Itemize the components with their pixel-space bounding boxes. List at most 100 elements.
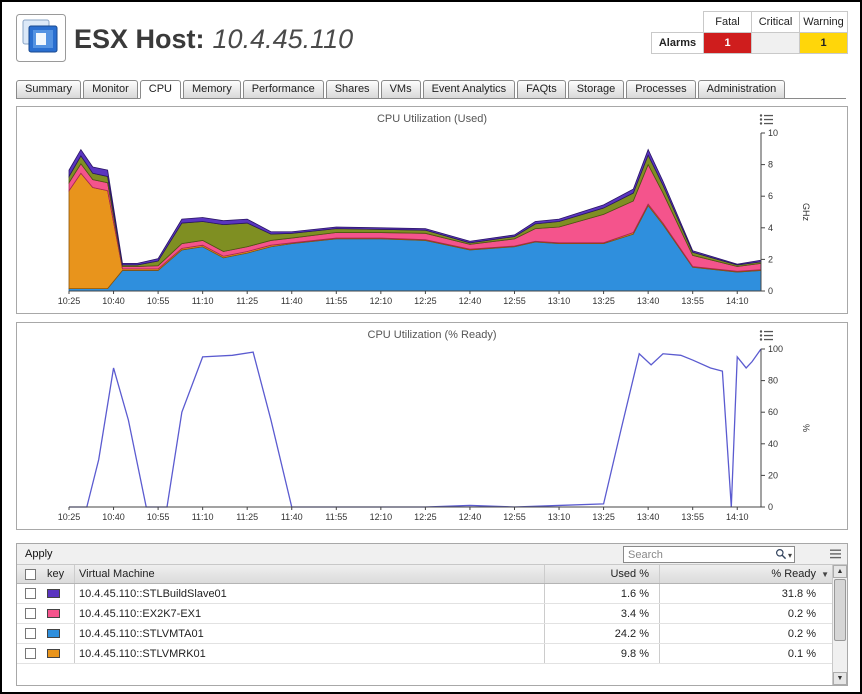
svg-text:14:10: 14:10 [726,296,749,306]
chart-svg-1: 0 20 40 60 80 100% 10:25 10:40 10:55 11:10 11:25 11… [58,344,811,522]
chart-title: CPU Utilization (Used) [376,113,488,125]
select-all-checkbox[interactable] [24,568,36,580]
column-header-ready[interactable]: % Ready ▼ [660,565,832,583]
svg-text:12:55: 12:55 [503,296,526,306]
svg-text:20: 20 [768,470,778,480]
alarm-warning-count[interactable]: 1 [799,32,848,54]
vm-table: Apply ▾ [16,543,848,686]
svg-text:13:25: 13:25 [592,512,615,522]
svg-text:13:25: 13:25 [592,296,615,306]
chart-title: CPU Utilization (% Ready) [367,329,497,341]
series-color-swatch [47,649,60,658]
svg-text:%: % [801,424,811,432]
svg-text:11:40: 11:40 [281,512,303,522]
alarm-fatal-count[interactable]: 1 [703,32,752,54]
used-percent-value: 24.2 % [545,624,660,643]
table-options-icon[interactable] [829,548,842,563]
used-percent-value: 3.4 % [545,604,660,623]
svg-text:40: 40 [768,439,778,449]
used-percent-value: 9.8 % [545,644,660,663]
svg-text:2: 2 [768,254,773,264]
table-body: 10.4.45.110::STLBuildSlave01 1.6 % 31.8 % 1… [17,584,832,664]
svg-text:100: 100 [768,344,783,354]
row-checkbox[interactable] [24,648,36,659]
alarms-col-critical: Critical [751,11,800,33]
row-checkbox[interactable] [24,588,36,599]
vm-name: 10.4.45.110::STLVMRK01 [75,644,545,663]
tab-processes[interactable]: Processes [626,80,696,99]
table-row[interactable]: 10.4.45.110::EX2K7-EX1 3.4 % 0.2 % [17,604,832,624]
search-box: ▾ [623,546,795,563]
scroll-down-button[interactable]: ▼ [833,672,847,685]
cpu-ready-chart-panel: 0 20 40 60 80 100% 10:25 10:40 10:55 11:10 11:25 11… [16,322,848,530]
table-row[interactable]: 10.4.45.110::STLBuildSlave01 1.6 % 31.8 % [17,584,832,604]
svg-text:11:25: 11:25 [236,512,258,522]
table-row[interactable]: 10.4.45.110::STLVMRK01 9.8 % 0.1 % [17,644,832,664]
vm-name: 10.4.45.110::STLBuildSlave01 [75,584,545,603]
svg-text:13:55: 13:55 [681,296,704,306]
series-color-swatch [47,589,60,598]
row-checkbox[interactable] [24,608,36,619]
chart-svg-0: 0 2 4 6 8 10 GHz 10:25 10:40 10:55 11:10 11:25 11:40… [58,128,811,306]
svg-text:10:40: 10:40 [102,512,125,522]
svg-text:12:25: 12:25 [414,512,437,522]
svg-text:GHz: GHz [801,203,811,222]
tab-cpu[interactable]: CPU [139,80,181,99]
search-dropdown-icon[interactable]: ▾ [787,551,792,560]
svg-text:14:10: 14:10 [726,512,749,522]
tab-memory[interactable]: Memory [182,80,241,99]
apply-button[interactable]: Apply [25,548,53,560]
svg-text:10: 10 [768,128,778,138]
page-title: ESX Host: 10.4.45.110 [74,24,353,55]
svg-text:0: 0 [768,502,773,512]
svg-text:10:55: 10:55 [147,512,170,522]
tab-storage[interactable]: Storage [567,80,625,99]
chart-options-icon[interactable] [759,113,775,127]
svg-text:80: 80 [768,376,778,386]
alarms-col-warning: Warning [799,11,848,33]
alarm-critical-count[interactable] [751,32,800,54]
tab-shares[interactable]: Shares [325,80,379,99]
search-input[interactable] [623,546,795,563]
sort-desc-icon[interactable]: ▼ [821,570,829,579]
alarms-col-fatal: Fatal [703,11,752,33]
column-header-virtual-machine[interactable]: Virtual Machine [75,565,545,583]
svg-text:13:55: 13:55 [681,512,704,522]
svg-text:12:10: 12:10 [370,512,393,522]
row-checkbox[interactable] [24,628,36,639]
svg-text:11:40: 11:40 [281,296,303,306]
svg-text:12:25: 12:25 [414,296,437,306]
svg-text:13:40: 13:40 [637,296,660,306]
tab-faqts[interactable]: FAQts [517,80,566,99]
column-header-key[interactable]: key [43,565,75,583]
svg-text:6: 6 [768,191,773,201]
scroll-up-button[interactable]: ▲ [833,565,847,578]
svg-text:12:40: 12:40 [459,296,482,306]
alarms-label: Alarms [651,32,704,54]
svg-text:11:55: 11:55 [325,296,347,306]
scroll-thumb[interactable] [834,579,846,641]
tab-monitor[interactable]: Monitor [83,80,138,99]
tab-administration[interactable]: Administration [697,80,786,99]
vm-name: 10.4.45.110::EX2K7-EX1 [75,604,545,623]
tab-vms[interactable]: VMs [380,80,421,99]
used-percent-value: 1.6 % [545,584,660,603]
svg-text:13:10: 13:10 [548,512,571,522]
tab-event-analytics[interactable]: Event Analytics [422,80,516,99]
chart-options-icon[interactable] [759,329,775,343]
tab-performance[interactable]: Performance [242,80,324,99]
svg-text:10:25: 10:25 [58,512,81,522]
page-title-prefix: ESX Host: [74,24,205,54]
cpu-used-chart-panel: 0 2 4 6 8 10 GHz 10:25 10:40 10:55 11:10 11:25 11:40… [16,106,848,314]
table-row[interactable]: 10.4.45.110::STLVMTA01 24.2 % 0.2 % [17,624,832,644]
svg-text:11:55: 11:55 [325,512,347,522]
svg-text:11:10: 11:10 [192,296,214,306]
svg-text:12:55: 12:55 [503,512,526,522]
search-icon[interactable] [775,548,787,563]
table-scrollbar[interactable]: ▲ ▼ [832,565,847,685]
tab-summary[interactable]: Summary [16,80,82,99]
column-header-used[interactable]: Used % [545,565,660,583]
ready-percent-value: 0.2 % [787,607,816,620]
table-header-row: key Virtual Machine Used % % Ready ▼ [17,565,832,584]
